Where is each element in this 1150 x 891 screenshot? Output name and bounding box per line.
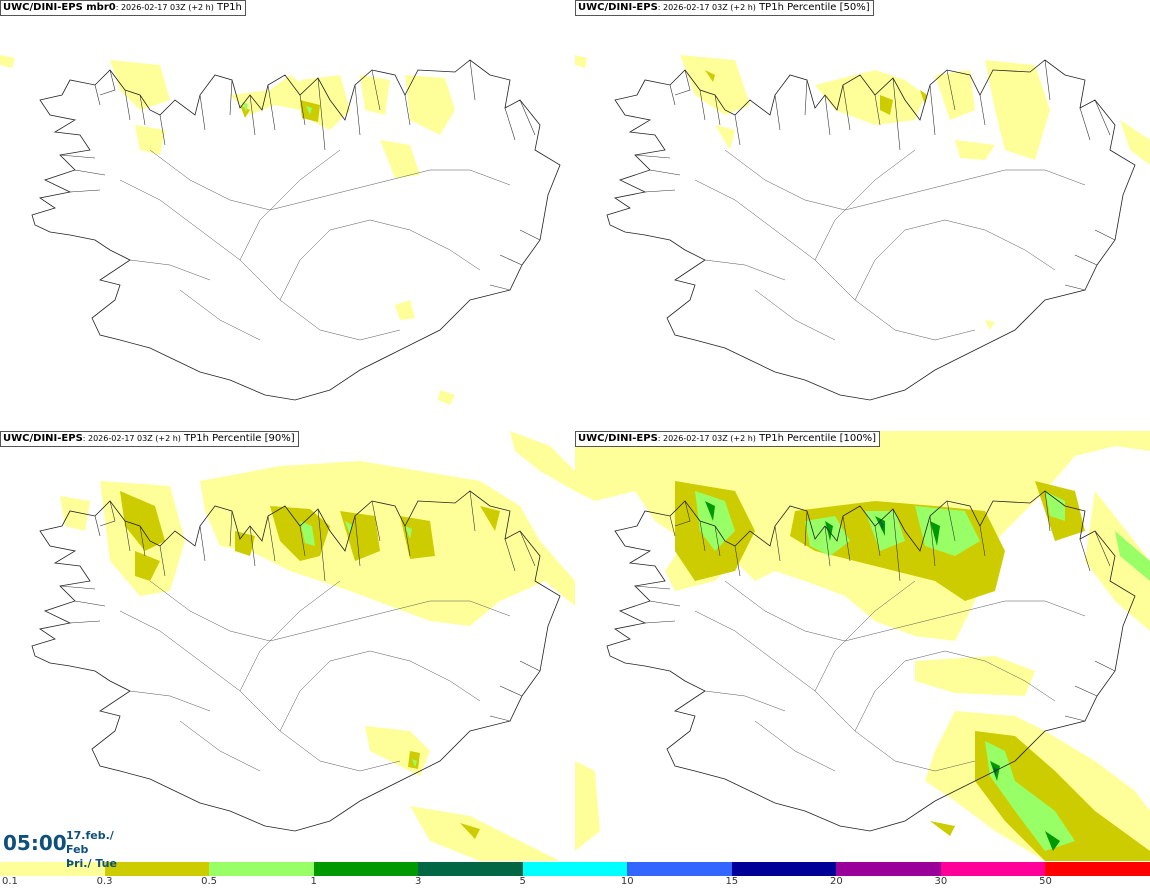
- precip-map: [575, 55, 1150, 401]
- day-line: Þri./ Tue: [66, 857, 117, 870]
- colorbar-segment: [627, 862, 732, 876]
- colorbar-label: 0.5: [201, 876, 218, 887]
- colorbar-label: 20: [829, 876, 843, 887]
- colorbar-segment: [940, 862, 1046, 876]
- colorbar-segment: [522, 862, 628, 876]
- map-panel-mbr0: UWC/DINI-EPS mbr0: 2026-02-17 03Z (+2 h)…: [0, 0, 575, 430]
- colorbar-segment: [104, 862, 210, 876]
- map-panel-p90: UWC/DINI-EPS: 2026-02-17 03Z (+2 h) TP1h…: [0, 431, 575, 861]
- colorbar-label: 15: [725, 876, 739, 887]
- panel-title: UWC/DINI-EPS: 2026-02-17 03Z (+2 h) TP1h…: [575, 0, 874, 16]
- colorbar-segment: [731, 862, 837, 876]
- valid-time: 05:00: [3, 831, 67, 855]
- colorbar-label: 10: [620, 876, 634, 887]
- colorbar-segment: [313, 862, 419, 876]
- colorbar-label: 50: [1039, 876, 1052, 887]
- colorbar-label: 0.1: [2, 876, 18, 887]
- colorbar-segment: [836, 862, 941, 876]
- colorbar-labels: 0.1 0.3 0.5 1 3 5 10 15 20 30 50: [0, 876, 1150, 891]
- colorbar-label: 1: [310, 876, 317, 887]
- panel-title: UWC/DINI-EPS: 2026-02-17 03Z (+2 h) TP1h…: [575, 431, 880, 447]
- colorbar: [0, 862, 1150, 876]
- valid-date: 17.feb./ Feb Þri./ Tue: [66, 829, 135, 871]
- colorbar-label: 30: [934, 876, 948, 887]
- colorbar-segment: [1045, 862, 1150, 876]
- precip-map: [31, 431, 575, 861]
- colorbar-label: 3: [414, 876, 422, 887]
- panel-title: UWC/DINI-EPS mbr0: 2026-02-17 03Z (+2 h)…: [0, 0, 246, 16]
- colorbar-label: 0.3: [96, 876, 113, 887]
- precip-map: [575, 431, 1150, 861]
- colorbar-segment: [418, 862, 523, 876]
- map-panel-p50: UWC/DINI-EPS: 2026-02-17 03Z (+2 h) TP1h…: [575, 0, 1150, 430]
- colorbar-segment: [0, 862, 105, 876]
- precip-map: [0, 55, 561, 405]
- map-panel-p100: UWC/DINI-EPS: 2026-02-17 03Z (+2 h) TP1h…: [575, 431, 1150, 861]
- panel-title: UWC/DINI-EPS: 2026-02-17 03Z (+2 h) TP1h…: [0, 431, 299, 447]
- date-line: 17.feb./ Feb: [66, 829, 114, 856]
- colorbar-segment: [209, 862, 314, 876]
- valid-time-box: 05:00 17.feb./ Feb Þri./ Tue: [0, 826, 135, 870]
- colorbar-label: 5: [519, 876, 526, 887]
